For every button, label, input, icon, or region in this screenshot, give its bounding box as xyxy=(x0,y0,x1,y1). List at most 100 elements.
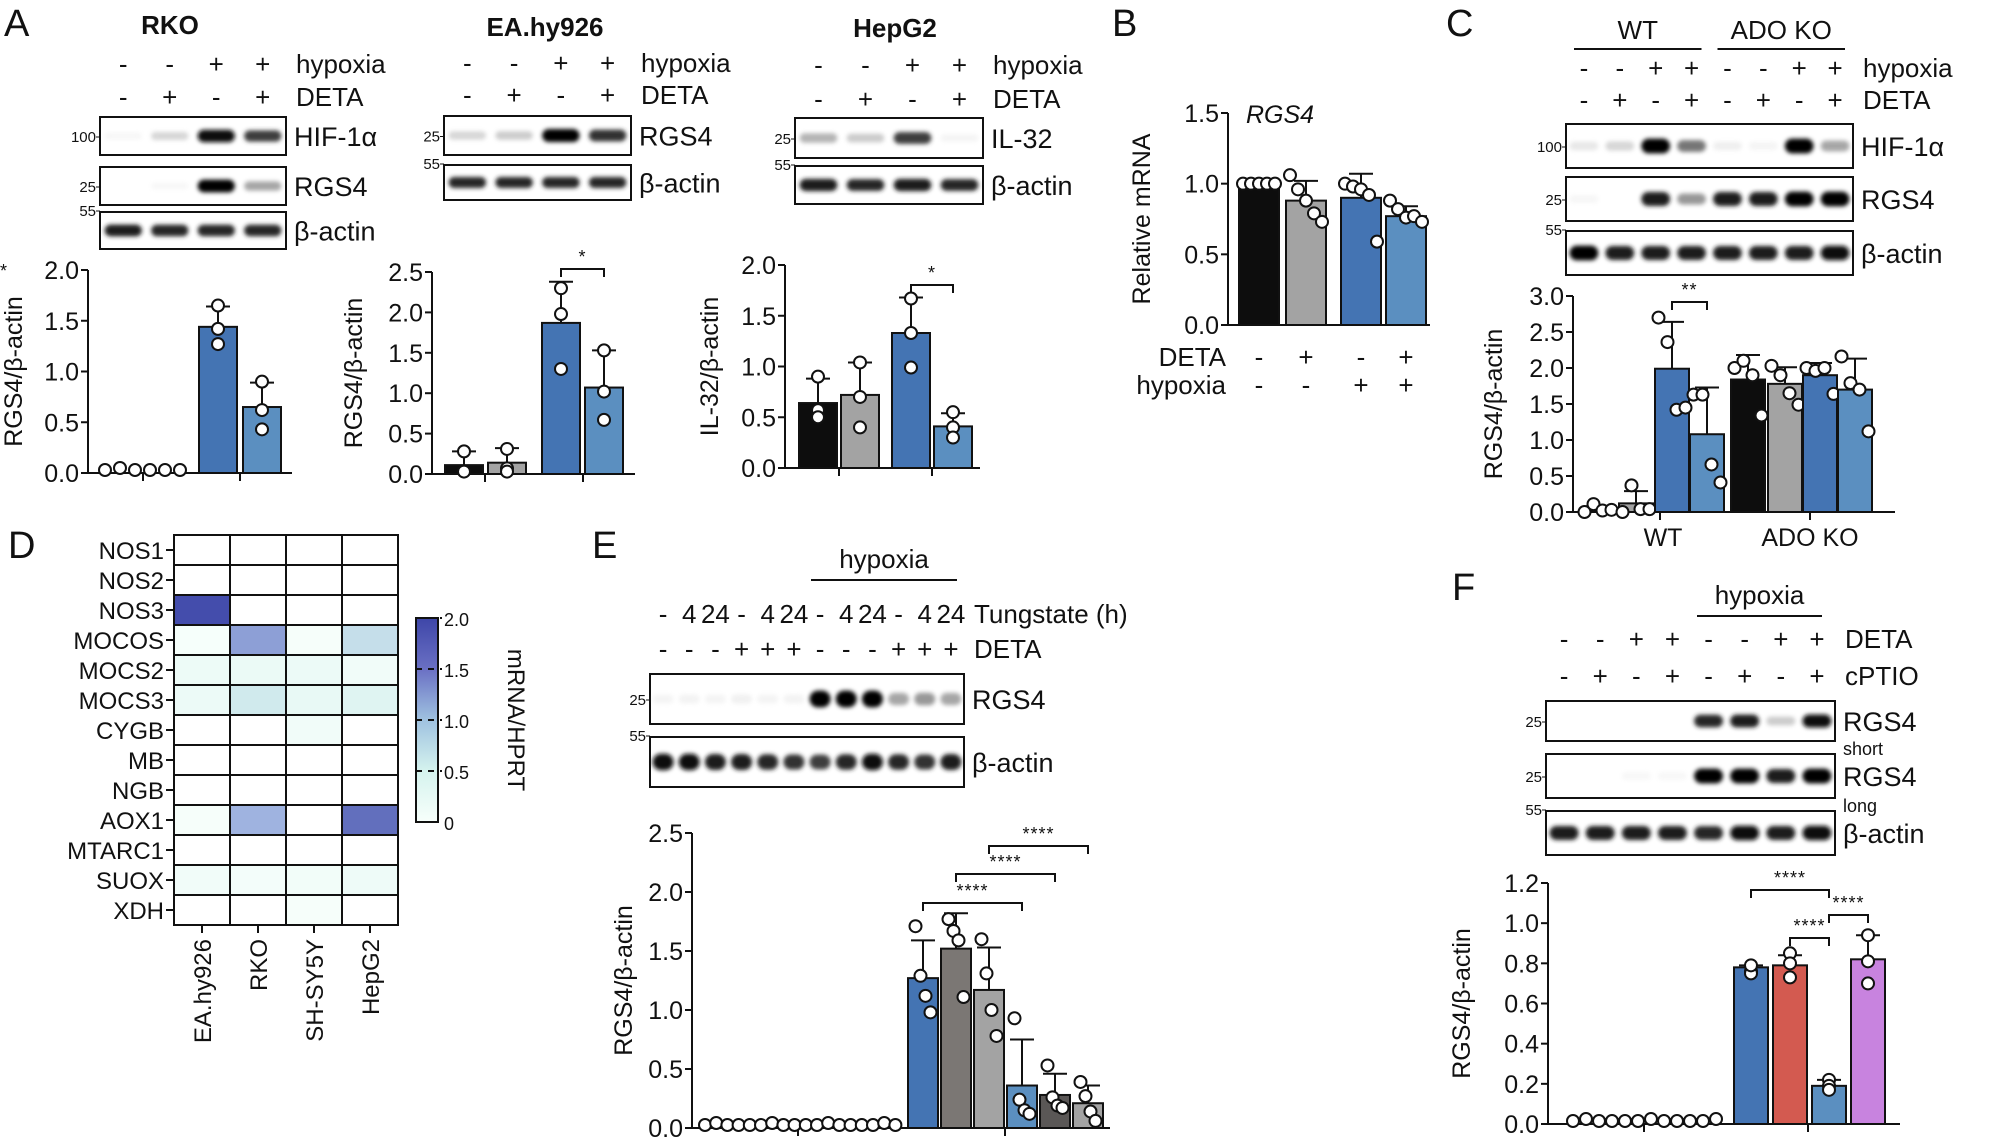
blot-band xyxy=(835,754,857,770)
condition-sign: + xyxy=(734,634,749,664)
blot-band xyxy=(809,754,831,770)
western-blots: RKO- - + + hypoxia- + - + DETAHIF-1α100RGS425β-a… xyxy=(71,10,1953,856)
condition-sign: - xyxy=(814,50,823,80)
condition-sign: + xyxy=(1756,85,1771,115)
data-point xyxy=(500,464,514,479)
bar xyxy=(1340,196,1382,326)
band-sublabel: short xyxy=(1843,739,1883,759)
heatmap-cell xyxy=(285,804,343,836)
condition-sign: - xyxy=(1580,85,1589,115)
condition-label: DETA xyxy=(1845,624,1913,654)
data-point xyxy=(1852,382,1867,397)
data-point xyxy=(113,461,127,475)
data-point xyxy=(1362,187,1376,202)
condition-sign: - xyxy=(1580,53,1589,83)
blot-title: RKO xyxy=(141,10,199,40)
data-point xyxy=(923,1005,938,1020)
y-tick-label: 2.0 xyxy=(648,879,683,907)
data-point xyxy=(1782,386,1797,401)
data-point xyxy=(1744,958,1758,973)
data-point xyxy=(554,307,568,322)
heatmap-cell xyxy=(173,624,231,656)
data-point xyxy=(1754,408,1769,423)
colorbar-tick-label: 1.5 xyxy=(444,661,469,681)
condition-sign: + xyxy=(209,49,224,79)
blot-band xyxy=(1748,142,1778,150)
band-label: RGS4 xyxy=(639,122,713,152)
condition-sign: + xyxy=(917,634,932,664)
y-tick-label: 0.5 xyxy=(1184,241,1219,269)
colorbar-label: mRNA/HPRT xyxy=(502,649,529,792)
heatmap-cell xyxy=(173,564,231,596)
bar xyxy=(242,406,282,474)
blot-band xyxy=(799,178,838,192)
blot-band xyxy=(757,694,779,704)
heatmap-row-label: NOS2 xyxy=(99,568,164,595)
data-point xyxy=(1644,1112,1658,1126)
data-point xyxy=(1783,970,1797,985)
condition-sign: - xyxy=(1596,624,1605,654)
blot-band xyxy=(940,134,979,142)
data-point xyxy=(904,291,918,306)
data-point xyxy=(1007,1011,1022,1026)
condition-sign: + xyxy=(553,48,568,78)
condition-sign: 4 xyxy=(918,599,932,629)
blot-band xyxy=(731,754,753,770)
condition-label: DETA xyxy=(974,634,1042,664)
y-tick-label: 0.0 xyxy=(1529,499,1564,527)
heatmap-cell xyxy=(229,654,287,686)
blot-band xyxy=(940,179,979,191)
data-point xyxy=(98,463,112,477)
condition-sign: - xyxy=(1302,370,1311,400)
condition-sign: + xyxy=(1665,624,1680,654)
blot-band xyxy=(1569,195,1599,203)
blot-title: HepG2 xyxy=(853,13,937,43)
condition-sign: + xyxy=(905,50,920,80)
band-label: β-actin xyxy=(1861,239,1943,269)
data-point xyxy=(853,389,867,404)
chart-e: 0.00.51.01.52.02.5RGS4/β-actin**********… xyxy=(610,820,1110,1142)
chart-a-rko: 0.0 0.5 1.0 1.5 2.0 RGS4/β-actin ** xyxy=(0,257,292,488)
blot-band xyxy=(846,133,885,143)
condition-sign: 4 xyxy=(761,599,775,629)
data-point xyxy=(554,361,568,376)
condition-sign: + xyxy=(1684,53,1699,83)
data-point xyxy=(211,337,225,352)
data-point xyxy=(1391,202,1405,217)
heatmap-cell xyxy=(229,534,287,566)
bar xyxy=(1730,378,1766,513)
heatmap-cell xyxy=(285,834,343,866)
data-point xyxy=(979,966,994,981)
condition-sign: - xyxy=(119,49,128,79)
blot-band xyxy=(151,132,189,140)
heatmap-cell xyxy=(341,654,399,686)
blot-frame xyxy=(649,736,965,788)
data-point xyxy=(1291,182,1305,197)
data-point xyxy=(554,281,568,296)
group-label: ADO KO xyxy=(1731,15,1832,45)
group-label: hypoxia xyxy=(1715,580,1805,610)
mw-marker: 25 xyxy=(79,179,96,196)
data-point xyxy=(946,405,960,420)
significance-bracket xyxy=(1828,914,1869,923)
blot-band xyxy=(1802,768,1832,784)
bar xyxy=(940,947,972,1130)
blot-band xyxy=(197,179,235,193)
heatmap-cell xyxy=(341,534,399,566)
heatmap-cell xyxy=(229,744,287,776)
blot-band xyxy=(1784,245,1814,261)
condition-sign: + xyxy=(1737,661,1752,691)
y-tick-label: 2.5 xyxy=(1529,319,1564,347)
heatmap-column-label: RKO xyxy=(246,939,273,991)
heatmap-row-label: CYGB xyxy=(96,718,164,745)
y-tick-label: 1.0 xyxy=(44,359,79,387)
significance-label: **** xyxy=(1793,916,1825,936)
data-point xyxy=(1861,976,1875,991)
condition-sign: + xyxy=(1593,661,1608,691)
chart-f: 0.0 0.2 0.4 0.6 0.8 1.0 1.2 RGS4/β-actin **** ***… xyxy=(1448,868,1900,1139)
data-point xyxy=(1605,1114,1619,1128)
heatmap-cell xyxy=(229,624,287,656)
heatmap-cell xyxy=(285,744,343,776)
significance-bracket xyxy=(955,873,1056,882)
blot-band xyxy=(1802,825,1832,841)
